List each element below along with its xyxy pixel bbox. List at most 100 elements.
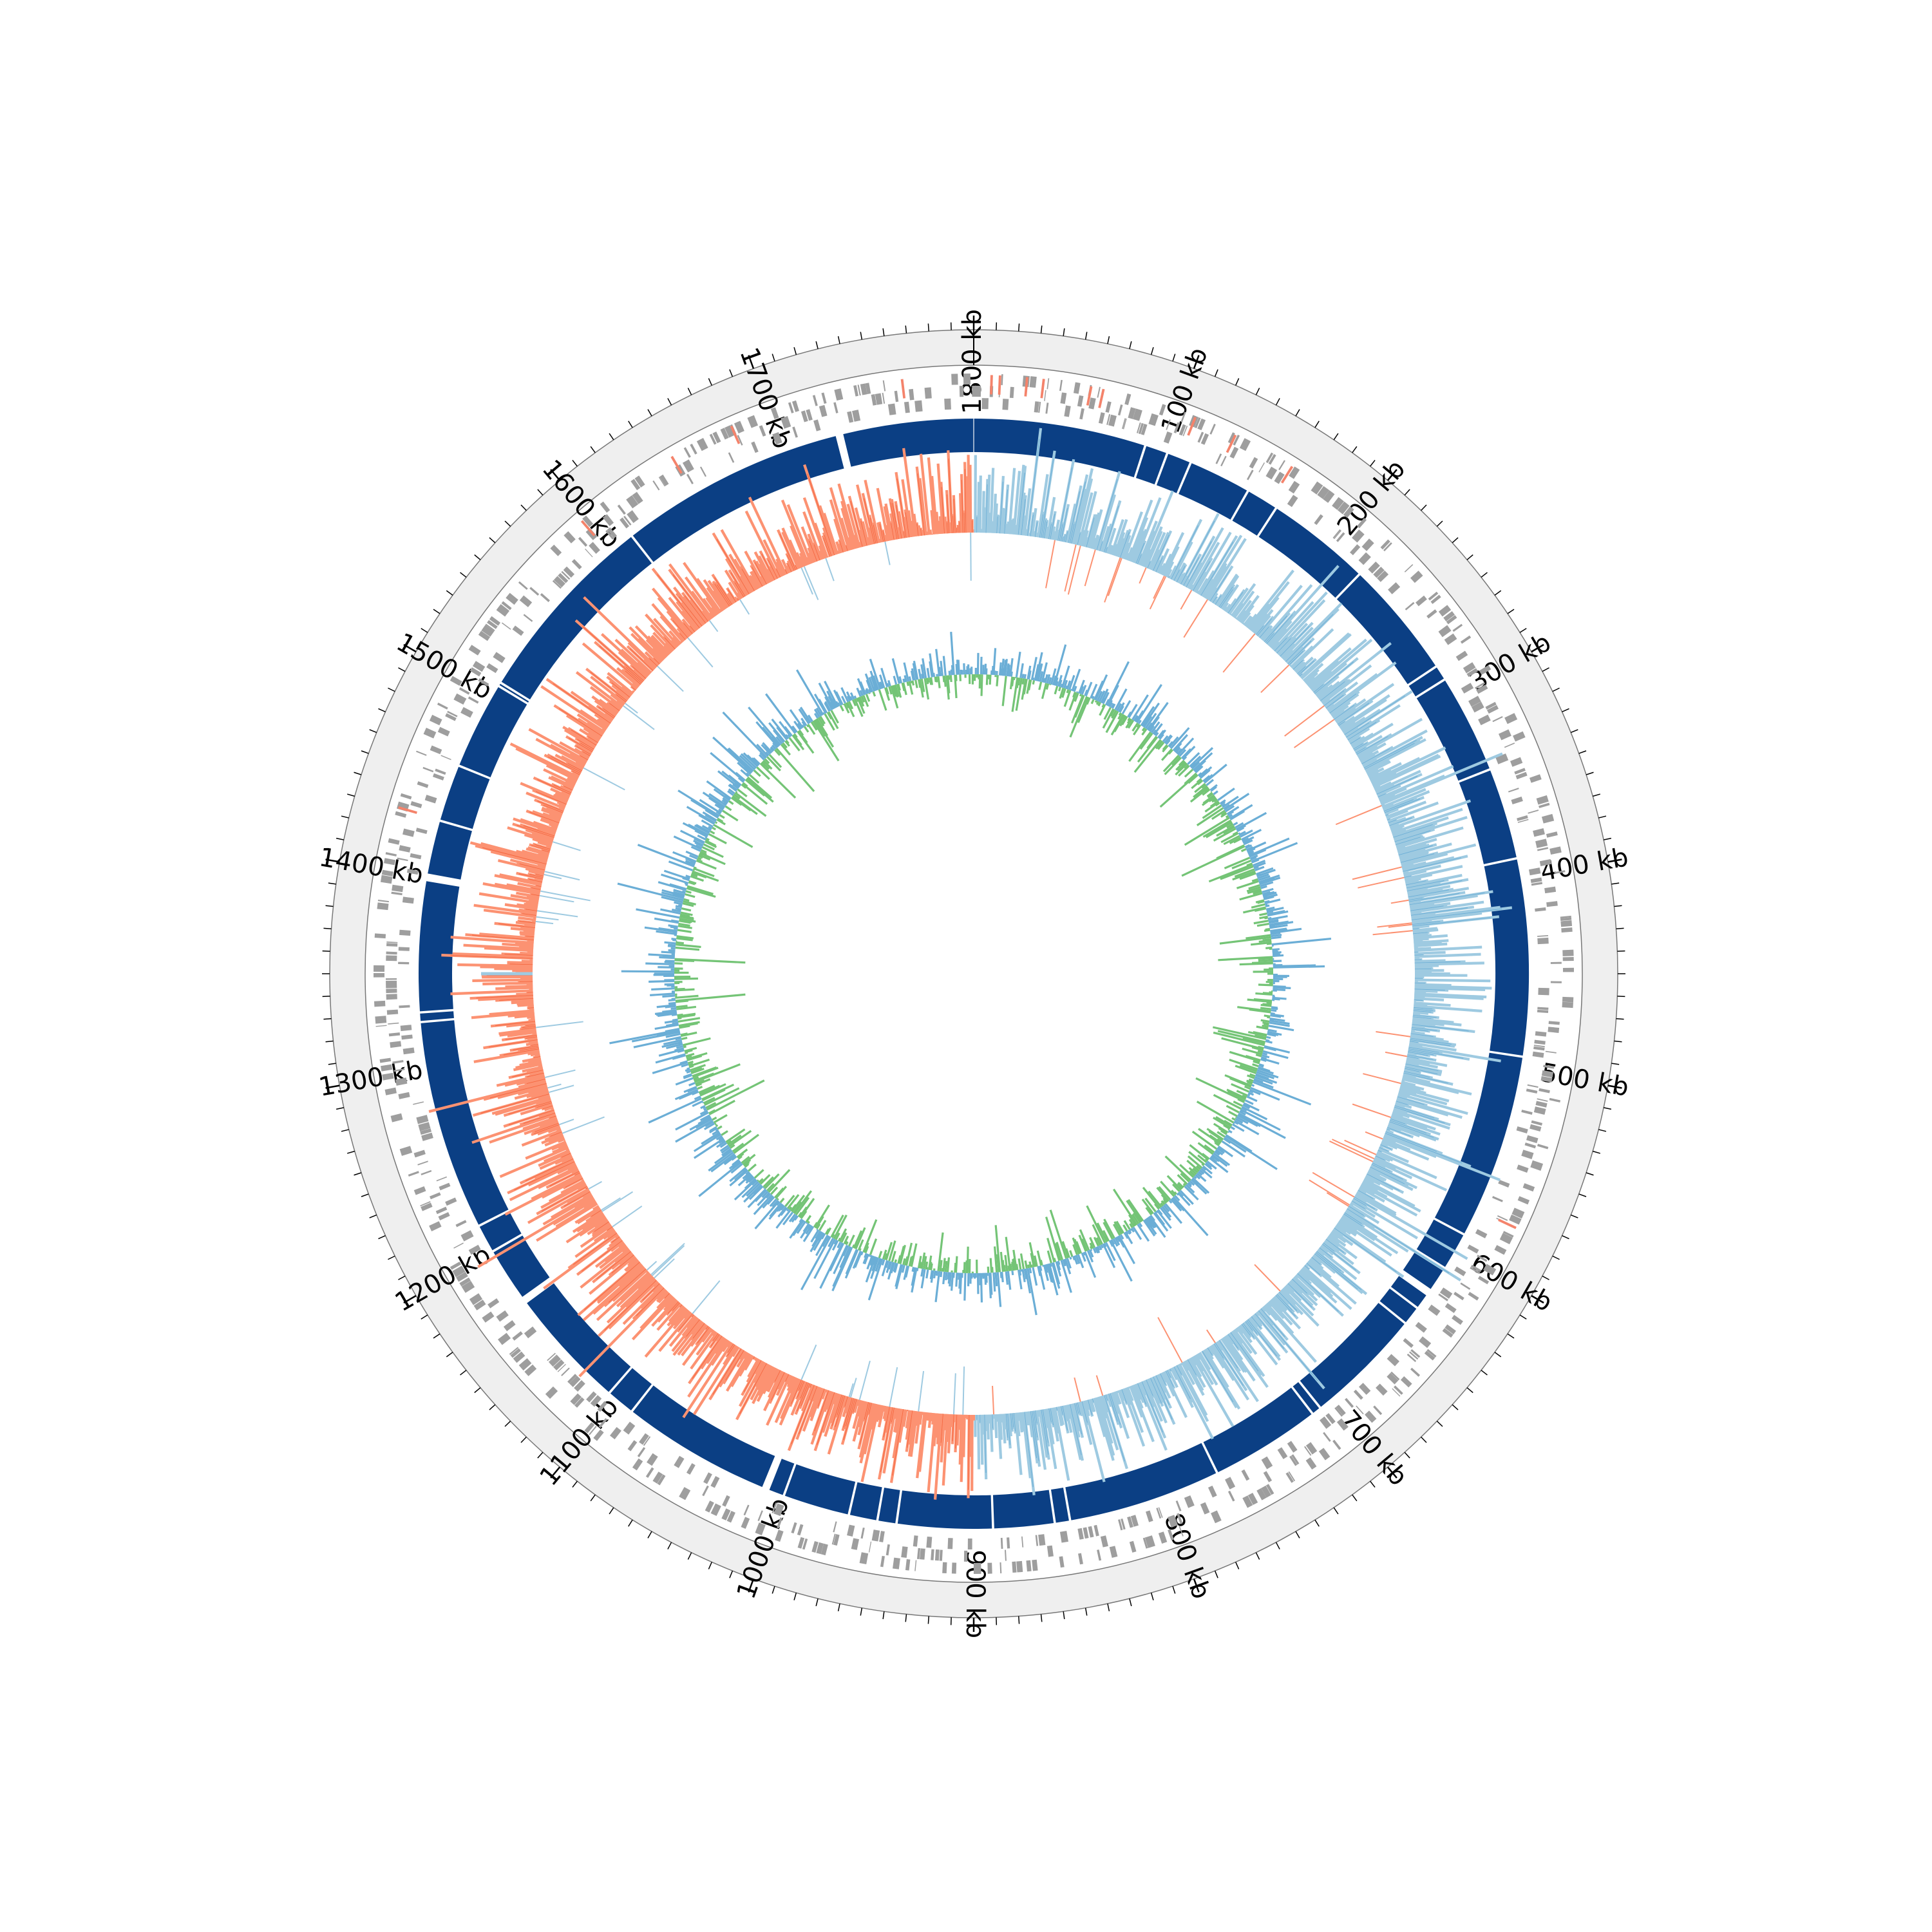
- gc-content-bar: [877, 1405, 884, 1421]
- minor-tick: [1107, 1603, 1110, 1612]
- gc-content-bar: [1406, 874, 1463, 888]
- gc-content-edge: [710, 1334, 720, 1347]
- major-tick: [403, 1294, 417, 1304]
- gc-content-bar: [645, 613, 677, 649]
- gc-skew-positive-bar: [1062, 1259, 1066, 1267]
- cds-feature: [1513, 731, 1526, 742]
- gc-skew-negative-bar: [1069, 1250, 1074, 1257]
- gc-skew-negative-bar: [681, 907, 692, 912]
- gc-skew-positive-bar: [1084, 681, 1093, 697]
- gc-content-bar: [552, 1144, 569, 1154]
- cds-feature: [1535, 1031, 1547, 1037]
- gc-content-bar: [1368, 772, 1379, 779]
- gc-content-bar: [1251, 1314, 1263, 1328]
- gc-skew-positive-bar: [898, 676, 903, 684]
- gc-skew-negative-bar: [1162, 1197, 1168, 1204]
- gc-content-bar: [504, 903, 538, 911]
- gc-content-edge: [779, 533, 797, 571]
- gc-skew-positive-bar: [800, 1236, 831, 1291]
- cds-feature: [879, 1531, 885, 1542]
- cds-feature: [875, 393, 883, 405]
- gc-content-bar: [1211, 1343, 1250, 1401]
- cds-feature: [981, 398, 989, 410]
- gc-content-edge: [864, 1402, 869, 1420]
- gc-content-edge: [536, 1102, 553, 1108]
- cds-feature: [773, 1503, 784, 1517]
- gc-content-edge: [518, 873, 544, 880]
- cds-feature: [1548, 1027, 1560, 1033]
- gc-content-bar: [1373, 1157, 1397, 1170]
- gc-content-bar: [1405, 877, 1421, 884]
- cds-feature: [610, 1426, 621, 1440]
- gc-content-dip: [1372, 930, 1413, 936]
- gc-skew-negative-bar: [1242, 1047, 1263, 1056]
- gc-skew-positive-bar: [1155, 1210, 1159, 1214]
- gc-content-dip: [553, 841, 581, 851]
- gc-skew-negative-bar: [1211, 810, 1226, 820]
- gc-skew-positive-bar: [1213, 1152, 1231, 1166]
- gc-skew-positive-bar: [1100, 1244, 1104, 1249]
- rna-feature: [1098, 388, 1105, 408]
- gc-skew-negative-bar: [1213, 828, 1236, 842]
- gc-skew-positive-bar: [807, 714, 813, 723]
- cds-feature: [1005, 1549, 1007, 1561]
- gc-content-bar: [541, 1133, 564, 1144]
- gc-content-bar: [999, 507, 1005, 534]
- gc-content-bar: [1223, 1336, 1256, 1382]
- gc-skew-positive-bar: [1235, 822, 1244, 829]
- gc-skew-positive-bar: [1125, 1231, 1129, 1235]
- gc-content-bar: [1341, 1215, 1399, 1255]
- contig-segment: [499, 683, 529, 703]
- cds-feature: [400, 1025, 412, 1032]
- gc-content-edge: [1176, 1365, 1182, 1375]
- gc-skew-positive-bar: [1213, 790, 1218, 795]
- gc-skew-negative-bar: [1211, 797, 1218, 803]
- gc-skew-positive-bar: [716, 803, 724, 810]
- gc-skew-positive-bar: [717, 770, 740, 789]
- cds-feature: [393, 1068, 405, 1072]
- gc-skew-positive-bar: [1056, 1261, 1061, 1271]
- gc-content-bar: [1052, 1407, 1060, 1434]
- rna-feature: [580, 520, 596, 536]
- gc-content-bar: [715, 1334, 722, 1342]
- gc-content-bar: [833, 518, 846, 553]
- cds-feature: [1265, 452, 1274, 464]
- cds-feature: [1400, 1376, 1412, 1388]
- gc-content-bar: [799, 556, 806, 567]
- gc-content-bar: [1270, 1298, 1283, 1313]
- gc-content-edge: [564, 786, 573, 791]
- gc-content-bar: [591, 695, 618, 716]
- gc-skew-positive-bar: [1266, 910, 1274, 914]
- gc-content-bar: [1272, 1296, 1287, 1312]
- gc-skew-negative-bar: [1034, 1255, 1038, 1267]
- minor-tick: [504, 1421, 511, 1427]
- gc-content-bar: [882, 1407, 897, 1474]
- gc-content-edge: [1334, 1227, 1397, 1273]
- gc-content-bar: [1065, 1405, 1072, 1419]
- gc-content-edge: [531, 844, 551, 851]
- cds-feature: [1168, 1529, 1175, 1541]
- cds-feature: [924, 387, 932, 399]
- gc-content-dip: [1377, 922, 1412, 928]
- gc-content-bar: [605, 702, 620, 714]
- gc-content-bar: [484, 947, 534, 952]
- gc-skew-negative-bar: [1171, 1183, 1180, 1192]
- gc-skew-positive-bar: [1157, 730, 1165, 739]
- gc-skew-negative-bar: [679, 913, 690, 918]
- gc-content-bar: [1341, 721, 1356, 732]
- gc-content-bar: [560, 755, 585, 770]
- gc-content-dip: [650, 1242, 685, 1275]
- cds-feature: [1179, 1526, 1184, 1537]
- gc-skew-negative-bar: [1122, 715, 1126, 720]
- cds-feature: [1343, 506, 1354, 518]
- gc-skew-positive-bar: [732, 783, 739, 790]
- gc-content-bar: [624, 1258, 639, 1272]
- gc-content-edge: [864, 498, 875, 544]
- gc-skew-positive-bar: [1211, 1153, 1228, 1167]
- gc-content-bar: [482, 882, 540, 896]
- gc-skew-positive-bar: [674, 1088, 698, 1101]
- gc-content-bar: [1392, 828, 1406, 836]
- minor-tick: [346, 1150, 355, 1154]
- contig-segment: [1336, 575, 1435, 685]
- gc-content-edge: [672, 574, 709, 622]
